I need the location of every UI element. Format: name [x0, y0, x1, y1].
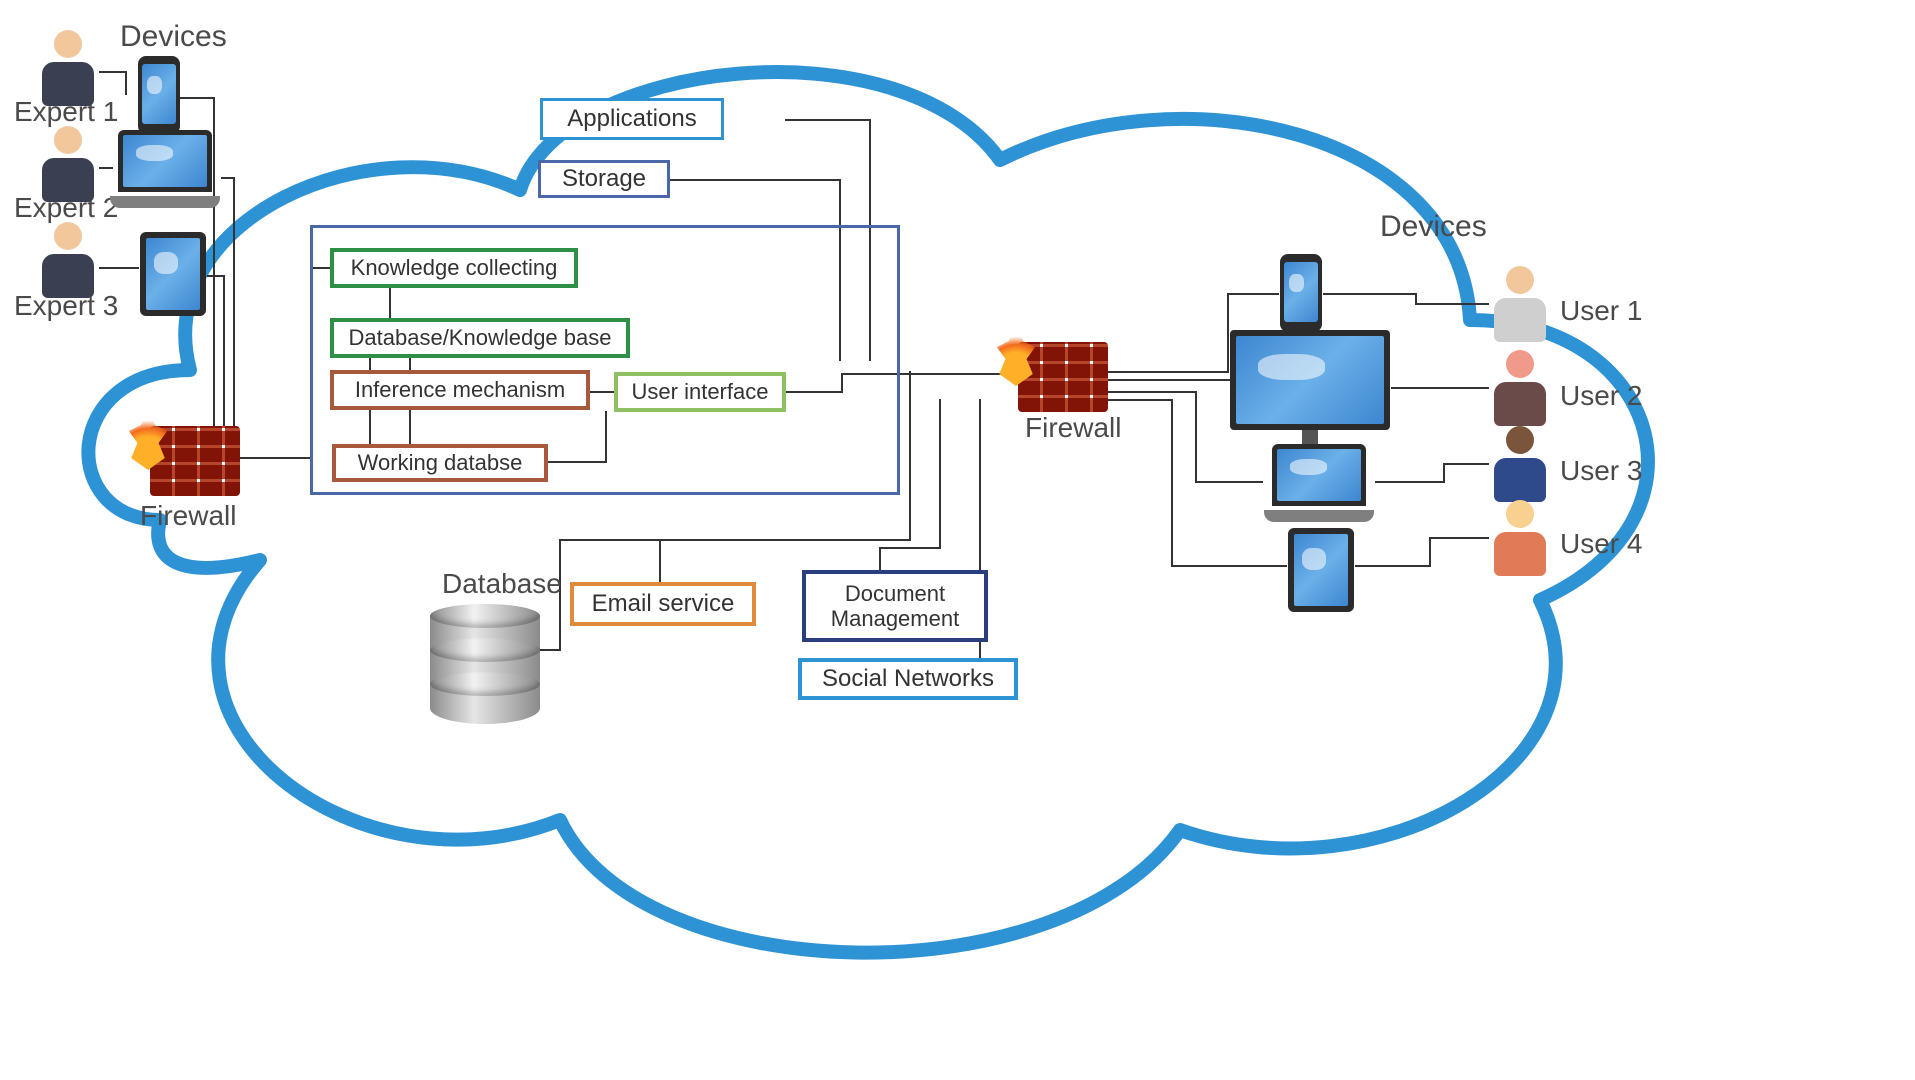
box-user_interface: User interface: [614, 372, 786, 412]
phone-icon-phone_left: [138, 56, 180, 134]
monitor-icon-monitor_right: [1230, 330, 1390, 460]
phone-icon-phone_right: [1280, 254, 1322, 332]
label-user2: User 2: [1560, 380, 1642, 412]
box-knowledge_collecting: Knowledge collecting: [330, 248, 578, 288]
label-user4: User 4: [1560, 528, 1642, 560]
firewall-icon-firewall_left: [150, 426, 240, 496]
person-icon-expert2_person: [38, 126, 98, 206]
tablet-icon-tablet_left: [140, 232, 206, 316]
laptop-icon-laptop_left: [110, 130, 220, 208]
box-applications: Applications: [540, 98, 724, 140]
person-icon-user3_person: [1490, 426, 1550, 506]
diagram-stage: Applications Storage Knowledge collecting D…: [0, 0, 1915, 1080]
person-icon-expert1_person: [38, 30, 98, 110]
label-devices_right: Devices: [1380, 210, 1487, 244]
label-firewall_left: Firewall: [140, 500, 236, 532]
box-email: Email service: [570, 582, 756, 626]
person-icon-user4_person: [1490, 500, 1550, 580]
box-storage: Storage: [538, 160, 670, 198]
box-working_db: Working databse: [332, 444, 548, 482]
box-doc_mgmt: Document Management: [802, 570, 988, 642]
person-icon-expert3_person: [38, 222, 98, 302]
box-inference: Inference mechanism: [330, 370, 590, 410]
firewall-icon-firewall_right: [1018, 342, 1108, 412]
tablet-icon-tablet_right: [1288, 528, 1354, 612]
label-user3: User 3: [1560, 455, 1642, 487]
box-db_knowledge: Database/Knowledge base: [330, 318, 630, 358]
box-social: Social Networks: [798, 658, 1018, 700]
db-icon-database: [430, 604, 540, 724]
laptop-icon-laptop_right: [1264, 444, 1374, 522]
label-firewall_right: Firewall: [1025, 412, 1121, 444]
label-devices_left: Devices: [120, 20, 227, 54]
person-icon-user1_person: [1490, 266, 1550, 346]
person-icon-user2_person: [1490, 350, 1550, 430]
label-database: Database: [442, 568, 562, 600]
label-user1: User 1: [1560, 295, 1642, 327]
